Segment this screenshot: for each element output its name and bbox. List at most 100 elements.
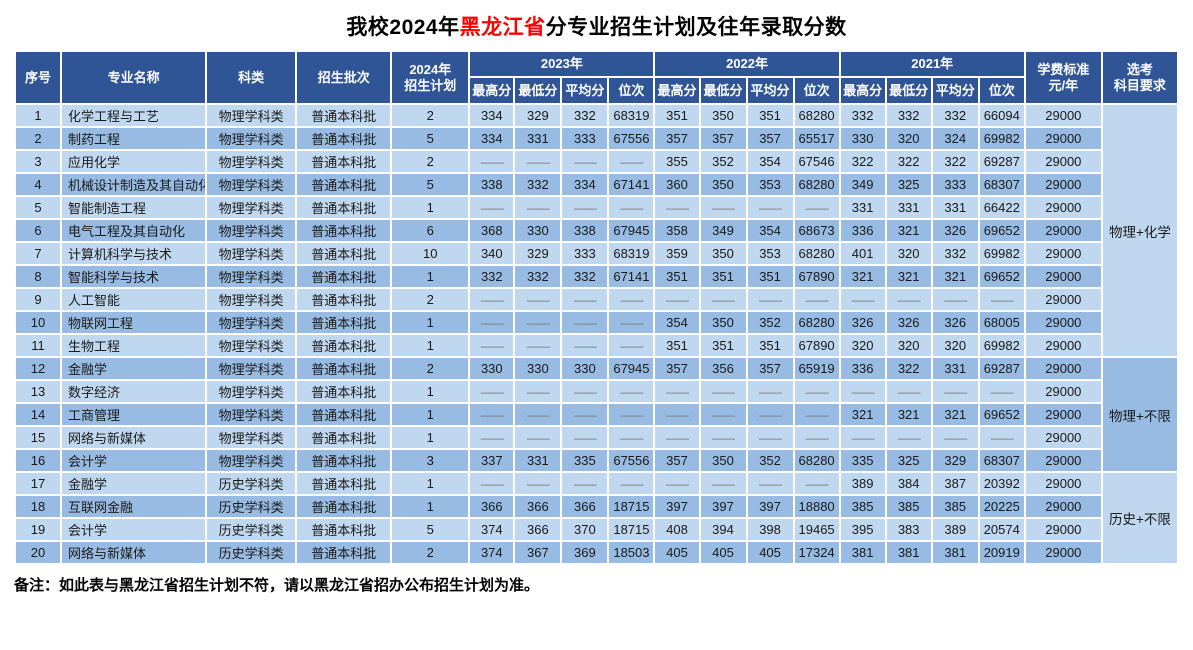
table-row: 18 互联网金融 历史学科类 普通本科批 1 366 366 366 18715 397 397 39… [13,494,1178,519]
cell-2022-avg: —— [745,287,795,312]
cell-plan: 1 [390,333,471,358]
cell-2023-max: —— [468,379,516,404]
cell-batch: 普通本科批 [295,402,393,427]
cell-category: 历史学科类 [205,517,298,542]
cell-2022-min: —— [698,471,748,496]
cell-2023-min: 366 [513,494,563,519]
cell-2023-rank: 68319 [607,103,656,128]
cell-2021-min: 381 [884,540,933,565]
table-row: 14 工商管理 物理学科类 普通本科批 1 —— —— —— —— —— —— —— —— 321 321 3… [13,402,1178,427]
cell-2022-max: 360 [653,172,701,197]
cell-2023-min: —— [513,149,563,174]
cell-2022-avg: 357 [745,126,795,151]
cell-2022-rank: 18880 [792,494,841,519]
cell-2022-max: 357 [653,356,701,381]
cell-category: 物理学科类 [205,195,298,220]
cell-batch: 普通本科批 [295,448,393,473]
cell-2023-min: 332 [513,264,563,289]
cell-2021-max: 336 [838,218,887,243]
cell-2021-min: 325 [884,172,933,197]
cell-tuition: 29000 [1023,494,1103,519]
cell-tuition: 29000 [1023,379,1103,404]
cell-2023-min: 331 [513,448,563,473]
cell-2022-max: 354 [653,310,701,335]
cell-2022-rank: —— [792,287,841,312]
cell-tuition: 29000 [1023,471,1103,496]
cell-batch: 普通本科批 [295,333,393,358]
table-row: 3 应用化学 物理学科类 普通本科批 2 —— —— —— —— 355 352 354 67546 32… [13,149,1178,174]
cell-2022-max: 359 [653,241,701,266]
cell-2021-rank: 69652 [977,402,1026,427]
cell-2022-min: 394 [698,517,748,542]
cell-2021-avg: 329 [930,448,980,473]
cell-2023-max: —— [468,287,516,312]
cell-tuition: 29000 [1023,264,1103,289]
cell-no: 1 [13,103,63,128]
table-row: 4 机械设计制造及其自动化 物理学科类 普通本科批 5 338 332 334 67141 360… [13,172,1178,197]
cell-plan: 1 [390,425,471,450]
title-region-highlight: 黑龙江省 [459,16,546,39]
cell-2023-avg: 332 [560,264,610,289]
cell-2023-max: —— [468,149,516,174]
col-header-2023-min: 最低分 [513,76,563,105]
cell-2021-min: 320 [884,333,933,358]
col-header-2022-rank: 位次 [792,76,841,105]
cell-plan: 2 [390,540,471,565]
cell-plan: 1 [390,379,471,404]
cell-2021-min: 322 [884,356,933,381]
cell-2022-min: 405 [698,540,748,565]
cell-tuition: 29000 [1023,448,1103,473]
cell-2023-rank: 67141 [607,264,656,289]
title-prefix: 我校2024年 [346,16,460,39]
cell-2023-max: —— [468,333,516,358]
cell-2023-avg: 333 [560,241,610,266]
cell-subject-requirement: 物理+化学 [1100,103,1180,358]
cell-2021-avg: 324 [930,126,980,151]
cell-2021-max: 321 [838,402,887,427]
cell-2021-min: —— [884,379,933,404]
cell-2022-rank: 65919 [792,356,841,381]
cell-2022-avg: 405 [745,540,795,565]
cell-2021-avg: —— [930,287,980,312]
cell-2023-min: 329 [513,241,563,266]
col-header-2021-min: 最低分 [884,76,933,105]
cell-2022-max: 351 [653,333,701,358]
col-header-plan-2024: 2024年 招生计划 [390,50,471,105]
cell-tuition: 29000 [1023,241,1103,266]
cell-2022-rank: —— [792,195,841,220]
cell-2023-rank: —— [607,149,656,174]
cell-category: 物理学科类 [205,264,298,289]
table-row: 20 网络与新媒体 历史学科类 普通本科批 2 374 367 369 18503 405 405 4… [13,540,1178,565]
cell-2022-avg: —— [745,425,795,450]
col-header-year-2023: 2023年 [468,50,656,78]
cell-tuition: 29000 [1023,172,1103,197]
cell-no: 11 [13,333,63,358]
cell-batch: 普通本科批 [295,425,393,450]
cell-2023-min: —— [513,425,563,450]
cell-batch: 普通本科批 [295,287,393,312]
cell-major: 金融学 [60,471,208,496]
cell-2023-rank: —— [607,333,656,358]
cell-2021-max: 322 [838,149,887,174]
cell-2022-max: —— [653,425,701,450]
cell-2022-min: 350 [698,103,748,128]
cell-2023-avg: —— [560,195,610,220]
table-row: 12 金融学 物理学科类 普通本科批 2 330 330 330 67945 357 356 357 6… [13,356,1180,473]
cell-2022-min: —— [698,195,748,220]
cell-2022-min: —— [698,425,748,450]
cell-2022-avg: 352 [745,448,795,473]
cell-2022-max: —— [653,195,701,220]
cell-major: 会计学 [60,448,208,473]
cell-batch: 普通本科批 [295,379,393,404]
cell-batch: 普通本科批 [295,103,393,128]
cell-2022-avg: —— [745,471,795,496]
cell-2023-rank: 67945 [607,356,656,381]
cell-2021-max: 332 [838,103,887,128]
cell-2021-rank: 69652 [977,264,1026,289]
cell-2022-max: —— [653,287,701,312]
cell-category: 历史学科类 [205,540,298,565]
cell-2023-max: —— [468,195,516,220]
table-row: 8 智能科学与技术 物理学科类 普通本科批 1 332 332 332 67141 351 351 3… [13,264,1178,289]
cell-2021-max: 335 [838,448,887,473]
cell-2022-rank: —— [792,471,841,496]
